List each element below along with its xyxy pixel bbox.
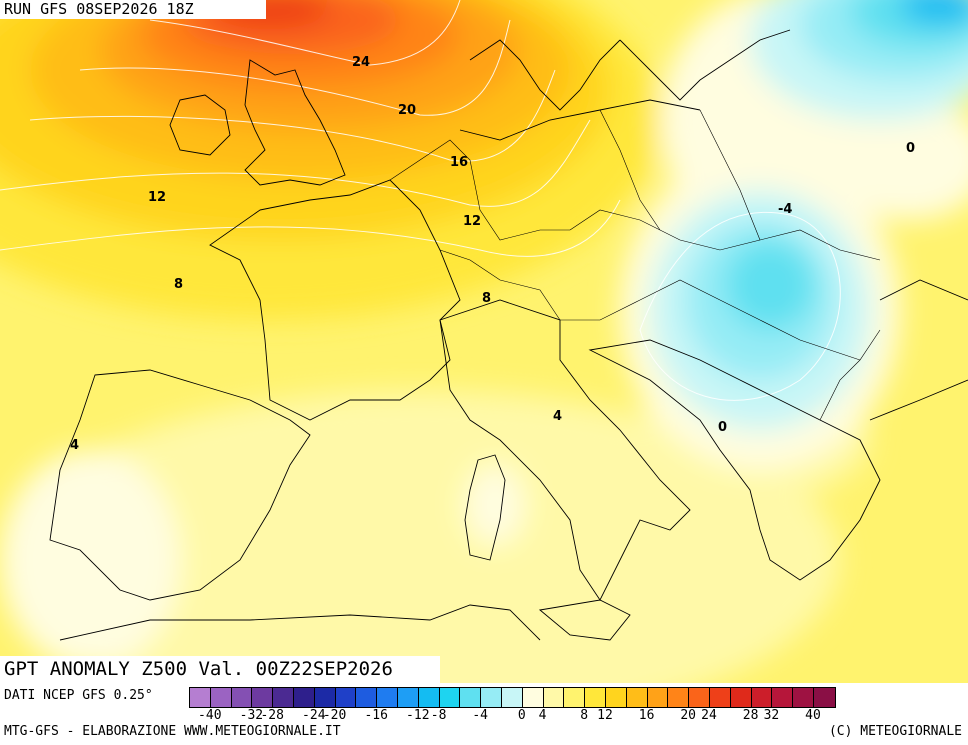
scale-swatch — [481, 688, 502, 707]
scale-swatch — [273, 688, 294, 707]
scale-label: -24 — [302, 708, 326, 723]
scale-swatch — [377, 688, 398, 707]
scale-swatch — [522, 688, 544, 707]
scale-swatch — [793, 688, 814, 707]
scale-swatch — [418, 688, 440, 707]
contour-label: 20 — [398, 103, 416, 118]
scale-swatch — [668, 688, 690, 707]
contour-label: 0 — [906, 141, 915, 156]
scale-label: 20 — [680, 708, 697, 723]
contour-label: 12 — [148, 190, 166, 205]
run-title: RUN GFS 08SEP2026 18Z — [0, 0, 266, 19]
scale-swatch — [689, 688, 710, 707]
scale-label: 16 — [638, 708, 655, 723]
scale-swatch — [647, 688, 669, 707]
scale-swatch — [397, 688, 419, 707]
scale-label: -8 — [430, 708, 447, 723]
scale-label: 28 — [742, 708, 759, 723]
credit-left: MTG-GFS - ELABORAZIONE WWW.METEOGIORNALE… — [4, 724, 341, 739]
contour-label: 24 — [352, 55, 370, 70]
scale-swatch — [439, 688, 461, 707]
scale-swatch — [314, 688, 336, 707]
scale-swatch — [252, 688, 274, 707]
scale-swatch — [772, 688, 794, 707]
scale-swatch — [356, 688, 378, 707]
scale-swatch — [460, 688, 482, 707]
scale-label: -28 — [260, 708, 284, 723]
scale-swatch — [564, 688, 586, 707]
scale-label: -40 — [198, 708, 222, 723]
contour-label: 8 — [482, 291, 491, 306]
contour-label: 0 — [718, 420, 727, 435]
contour-label: 4 — [70, 438, 79, 453]
scale-swatch — [585, 688, 606, 707]
scale-label: 12 — [597, 708, 613, 723]
scale-label: -32 — [239, 708, 264, 723]
data-source-label: DATI NCEP GFS 0.25° — [4, 688, 153, 703]
scale-swatch — [543, 688, 565, 707]
scale-swatch — [730, 688, 752, 707]
scale-label: 4 — [538, 708, 547, 723]
color-scale-labels: -40 -32 -28 -24 -20 -16 -12 -8 -4 0 4 8 12 16 20 24 28 32… — [189, 708, 968, 724]
contour-label-group: 24 20 16 12 12 8 8 4 4 0 -4 0 — [70, 55, 915, 453]
contour-lines — [0, 0, 841, 401]
map-title: GPT ANOMALY Z500 Val. 00Z22SEP2026 — [0, 656, 440, 683]
scale-label: -20 — [322, 708, 347, 723]
scale-swatch — [813, 688, 835, 707]
scale-label: 24 — [701, 708, 717, 723]
borders — [389, 109, 881, 421]
contour-label: 4 — [553, 409, 562, 424]
scale-label: 8 — [580, 708, 589, 723]
scale-swatch — [709, 688, 731, 707]
color-scale-bar — [189, 687, 836, 708]
scale-label: 32 — [763, 708, 780, 723]
scale-label: -16 — [364, 708, 388, 723]
scale-swatch — [210, 688, 232, 707]
contour-label: 8 — [174, 277, 183, 292]
scale-label: -12 — [406, 708, 430, 723]
contour-label: 12 — [463, 214, 481, 229]
z500-anomaly-map: 24 20 16 12 12 8 8 4 4 0 -4 0 — [0, 0, 968, 683]
coastlines — [49, 29, 968, 641]
scale-label: 40 — [805, 708, 821, 723]
scale-swatch — [190, 688, 211, 707]
scale-swatch — [293, 688, 315, 707]
scale-swatch — [231, 688, 253, 707]
scale-swatch — [751, 688, 773, 707]
contour-label: -4 — [778, 202, 792, 217]
scale-label: 0 — [517, 708, 526, 723]
scale-swatch — [626, 688, 648, 707]
scale-swatch — [335, 688, 357, 707]
contour-label: 16 — [450, 155, 468, 170]
credit-right: (C) METEOGIORNALE — [828, 724, 962, 739]
scale-swatch — [605, 688, 627, 707]
scale-swatch — [501, 688, 523, 707]
anomaly-shading — [0, 0, 968, 683]
scale-label: -4 — [472, 708, 489, 723]
